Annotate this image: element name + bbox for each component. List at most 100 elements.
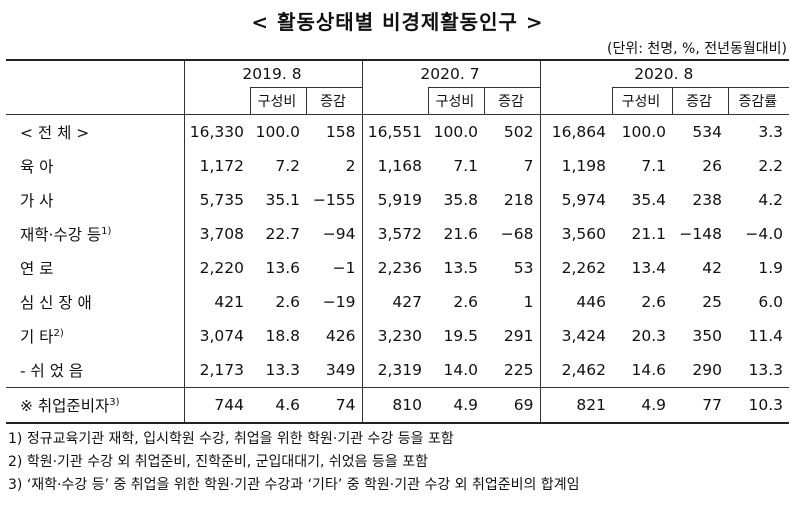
row-label: 재학·수강 등1) — [20, 226, 112, 244]
cell-value: 3,074 — [183, 319, 250, 353]
row-label: < 전 체 > — [20, 124, 90, 142]
col-composition: 구성비 — [611, 87, 672, 115]
cell-value: −1 — [332, 259, 356, 277]
cell-value: 4.9 — [428, 387, 484, 424]
period-header: 2019. 8 — [183, 59, 362, 88]
cell-value: 4.2 — [758, 191, 784, 209]
cell-value: 158 — [325, 123, 356, 141]
footnote: 2) 학원·기관 수강 외 취업준비, 진학준비, 군입대대기, 쉬었음 등을 … — [8, 454, 428, 470]
footnote: 3) ‘재학·수강 등’ 중 취업을 위한 학원·기관 수강과 ‘기타’ 중 학… — [8, 477, 580, 493]
table-title: < 활동상태별 비경제활동인구 > — [251, 10, 544, 34]
table-row: 심 신 장 애 421 2.6 −19 427 2.6 1 446 2.6 25 6.0 — [6, 285, 789, 319]
cell-value: 13.6 — [265, 259, 300, 277]
cell-value: 69 — [484, 387, 540, 424]
row-label: 기 타2) — [20, 328, 64, 346]
cell-value: 2 — [345, 157, 356, 175]
cell-value: 2,220 — [183, 251, 250, 285]
cell-value: 218 — [503, 191, 534, 209]
cell-value: 21.6 — [443, 225, 478, 243]
cell-value: 3,560 — [539, 217, 612, 251]
table-row: 연 로 2,220 13.6 −1 2,236 13.5 53 2,262 13.4 42 1.9 — [6, 251, 789, 285]
cell-value: 238 — [692, 191, 722, 209]
header-blank — [6, 87, 184, 115]
cell-value: 291 — [503, 327, 534, 345]
row-label: 육 아 — [20, 158, 54, 176]
cell-value: 77 — [672, 387, 728, 424]
col-rate: 증감률 — [727, 87, 790, 115]
cell-value: 3,708 — [183, 217, 250, 251]
footnote-marker: 1) — [101, 226, 112, 237]
col-change: 증감 — [305, 87, 362, 115]
unit-note: (단위: 천명, %, 전년동월대비) — [607, 41, 787, 57]
cell-value: 21.1 — [631, 225, 666, 243]
cell-value: 7.2 — [275, 157, 300, 175]
table-row: ※ 취업준비자3) 744 4.6 74 810 4.9 69 821 4.9 77 10.3 — [6, 387, 790, 424]
cell-value: −148 — [679, 225, 722, 243]
period-header: 2020. 7 — [361, 59, 540, 88]
cell-value: 502 — [503, 123, 534, 141]
cell-value: 350 — [692, 327, 722, 345]
cell-value: 16,330 — [183, 114, 250, 149]
cell-value: 3,230 — [361, 319, 428, 353]
cell-value: 2,236 — [361, 251, 428, 285]
footnotes: 1) 정규교육기관 재학, 입시학원 수강, 취업을 위한 학원·기관 수강 등… — [8, 428, 580, 497]
row-label: - 쉬 었 음 — [6, 353, 184, 388]
cell-value: 13.4 — [631, 259, 666, 277]
cell-value: 22.7 — [265, 225, 300, 243]
cell-value: 20.3 — [631, 327, 666, 345]
table-row: 기 타2) 3,074 18.8 426 3,230 19.5 291 3,424 20.3 35… — [6, 319, 789, 353]
cell-value: 74 — [306, 387, 362, 424]
cell-value: −155 — [312, 191, 356, 209]
cell-value: 13.3 — [728, 353, 790, 388]
cell-value: 26 — [702, 157, 722, 175]
cell-value: 42 — [702, 259, 722, 277]
cell-value: 10.3 — [728, 387, 790, 424]
cell-value: 5,974 — [539, 183, 612, 217]
footnote-marker: 2) — [53, 328, 64, 339]
cell-value: 349 — [306, 353, 362, 388]
cell-value: 11.4 — [748, 327, 784, 345]
col-change: 증감 — [483, 87, 540, 115]
table-row: 가 사 5,735 35.1 −155 5,919 35.8 218 5,974 35.4 238… — [6, 183, 789, 217]
cell-value: 821 — [539, 387, 612, 424]
cell-value: 426 — [325, 327, 356, 345]
col-change: 증감 — [671, 87, 728, 115]
cell-value: 7 — [523, 157, 534, 175]
footnote: 1) 정규교육기관 재학, 입시학원 수강, 취업을 위한 학원·기관 수강 등… — [8, 431, 454, 447]
cell-value: 744 — [183, 387, 250, 424]
cell-value: 3,572 — [361, 217, 428, 251]
table-row: 육 아 1,172 7.2 2 1,168 7.1 7 1,198 7.1 26 2.2 — [6, 149, 789, 183]
cell-value: 16,864 — [539, 114, 612, 149]
table-row: < 전 체 > 16,330 100.0 158 16,551 100.0 502 16,86… — [6, 114, 789, 149]
cell-value: 25 — [702, 293, 722, 311]
cell-value: 4.6 — [250, 387, 306, 424]
cell-value: −68 — [500, 225, 534, 243]
inactive-population-table: 2019. 8 2020. 7 2020. 8 구성비 증감 구성비 증감 구성… — [6, 59, 790, 424]
cell-value: 1,198 — [539, 149, 612, 183]
cell-value: 2,173 — [183, 353, 250, 388]
cell-value: 2,319 — [361, 353, 428, 388]
cell-value: 13.3 — [250, 353, 306, 388]
col-composition: 구성비 — [249, 87, 306, 115]
cell-value: 100.0 — [255, 123, 300, 141]
header-blank — [6, 59, 184, 88]
cell-value: 14.0 — [428, 353, 484, 388]
cell-value: 290 — [672, 353, 728, 388]
cell-value: 427 — [361, 285, 428, 319]
cell-value: 1,172 — [183, 149, 250, 183]
cell-value: 14.6 — [612, 353, 672, 388]
col-composition: 구성비 — [427, 87, 484, 115]
cell-value: 1,168 — [361, 149, 428, 183]
cell-value: 810 — [361, 387, 428, 424]
cell-value: 2,262 — [539, 251, 612, 285]
cell-value: 100.0 — [621, 123, 666, 141]
cell-value: 35.1 — [265, 191, 300, 209]
cell-value: −19 — [322, 293, 356, 311]
cell-value: 446 — [539, 285, 612, 319]
row-label: 가 사 — [20, 192, 54, 210]
cell-value: 53 — [513, 259, 534, 277]
cell-value: 1 — [523, 293, 534, 311]
cell-value: 35.8 — [443, 191, 478, 209]
cell-value: −94 — [322, 225, 356, 243]
cell-value: 35.4 — [631, 191, 666, 209]
